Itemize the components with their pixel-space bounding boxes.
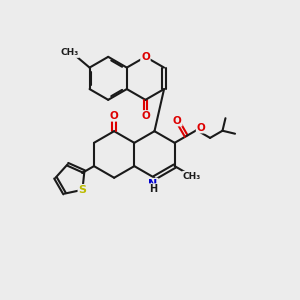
Text: H: H [149,184,157,194]
Text: O: O [173,116,182,126]
Text: O: O [197,123,206,133]
Text: S: S [78,185,86,195]
Text: O: O [141,111,150,121]
Text: O: O [141,52,150,62]
Text: O: O [110,111,118,121]
Text: CH₃: CH₃ [60,48,79,57]
Text: N: N [148,179,158,189]
Text: CH₃: CH₃ [183,172,201,181]
